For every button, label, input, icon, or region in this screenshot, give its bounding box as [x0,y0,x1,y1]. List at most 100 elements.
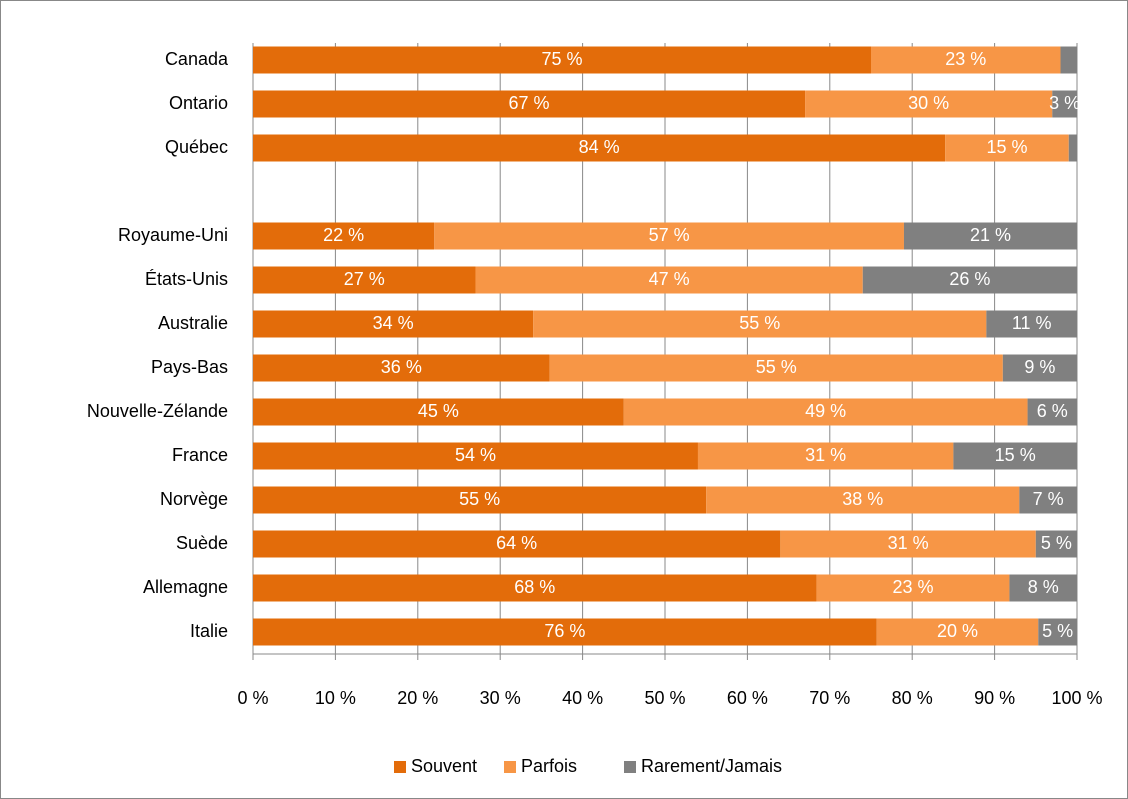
x-tick-label: 100 % [1051,688,1102,708]
bar-segment [253,354,550,382]
data-label: 36 % [381,357,422,377]
bar-segment [253,222,435,250]
data-label: 15 % [986,137,1027,157]
y-tick-label: États-Unis [145,269,228,289]
legend-swatch [394,761,406,773]
data-label: 21 % [970,225,1011,245]
bar-segment [1002,354,1077,382]
x-tick-label: 70 % [809,688,850,708]
bar-segment [780,530,1036,558]
bar-segment [253,618,877,646]
x-tick-label: 60 % [727,688,768,708]
bar-segment [253,90,806,118]
data-label: 31 % [805,445,846,465]
bar-segment [706,486,1020,514]
data-label: 55 % [756,357,797,377]
y-tick-label: Ontario [169,93,228,113]
x-tick-label: 90 % [974,688,1015,708]
bar-segment [697,442,954,470]
data-label: 45 % [418,401,459,421]
bar-segment [1068,134,1077,162]
data-label: 11 % [1012,313,1052,333]
data-label: 67 % [509,93,550,113]
data-label: 55 % [739,313,780,333]
bar-segment [871,46,1061,74]
bar-segment [986,310,1077,338]
bar-segment [1035,530,1077,558]
x-tick-label: 0 % [237,688,268,708]
data-label: 49 % [805,401,846,421]
data-label: 5 % [1041,533,1072,553]
data-label: 55 % [459,489,500,509]
data-label: 22 % [323,225,364,245]
data-label: 84 % [579,137,620,157]
data-label: 30 % [908,93,949,113]
data-label: 23 % [893,577,934,597]
x-tick-label: 20 % [397,688,438,708]
bar-segment [434,222,904,250]
bar-segment [1019,486,1077,514]
y-tick-label: Australie [158,313,228,333]
data-label: 76 % [544,621,585,641]
bar-segment [805,90,1053,118]
bar-segment [903,222,1077,250]
bar-segment [1009,574,1077,602]
x-tick-label: 40 % [562,688,603,708]
y-tick-label: Canada [165,49,229,69]
y-tick-label: Nouvelle-Zélande [87,401,228,421]
bar-segment [253,486,707,514]
bar-segment [533,310,987,338]
bar-segment [253,530,781,558]
bar-segment [1060,46,1077,74]
legend-label: Rarement/Jamais [641,756,782,776]
y-tick-label: France [172,445,228,465]
data-label: 47 % [649,269,690,289]
y-tick-label: Pays-Bas [151,357,228,377]
y-tick-label: Suède [176,533,228,553]
data-label: 9 % [1024,357,1055,377]
data-label: 23 % [945,49,986,69]
y-tick-label: Norvège [160,489,228,509]
bar-segment [876,618,1039,646]
x-tick-label: 50 % [644,688,685,708]
data-label: 68 % [514,577,555,597]
data-label: 26 % [949,269,990,289]
bar-segment [1052,90,1077,118]
legend-swatch [624,761,636,773]
bar-segment [945,134,1069,162]
data-label: 31 % [888,533,929,553]
data-label: 15 % [995,445,1036,465]
bar-segment [953,442,1077,470]
data-label: 20 % [937,621,978,641]
x-tick-label: 30 % [480,688,521,708]
legend-label: Parfois [521,756,577,776]
bar-segment [253,310,534,338]
data-label: 27 % [344,269,385,289]
bar-segment [475,266,863,294]
data-label: 38 % [842,489,883,509]
bar-segment [253,442,698,470]
legend-swatch [504,761,516,773]
y-tick-label: Italie [190,621,228,641]
data-label: 8 % [1028,577,1059,597]
bar-segment [862,266,1077,294]
y-tick-label: Allemagne [143,577,228,597]
bar-segment [549,354,1003,382]
data-label: 64 % [496,533,537,553]
bar-segment [1027,398,1077,426]
data-label: 75 % [541,49,582,69]
data-label: 34 % [373,313,414,333]
y-tick-label: Québec [165,137,228,157]
data-label: 3 % [1049,93,1080,113]
bar-segment [253,266,476,294]
data-label: 6 % [1037,401,1068,421]
data-label: 57 % [649,225,690,245]
bar-segment [253,134,946,162]
bar-segment [253,574,817,602]
bar-segment [623,398,1028,426]
bar-segment [1038,618,1077,646]
bar-segment [253,398,624,426]
x-tick-label: 10 % [315,688,356,708]
bar-segment [253,46,871,74]
